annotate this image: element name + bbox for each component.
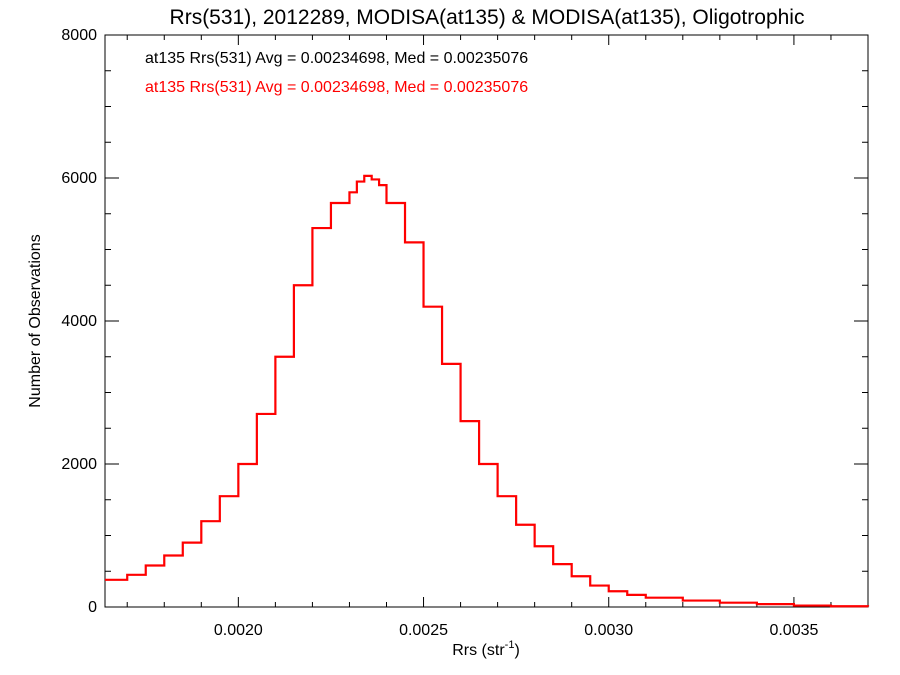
annotation-red: at135 Rrs(531) Avg = 0.00234698, Med = 0… [145, 79, 528, 96]
y-axis: 0 2000 4000 6000 8000 [61, 27, 868, 616]
annotation-black: at135 Rrs(531) Avg = 0.00234698, Med = 0… [145, 50, 528, 67]
x-tick-label: 0.0035 [769, 622, 818, 639]
y-tick-label: 6000 [61, 170, 97, 187]
x-axis: 0.0020 0.0025 0.0030 0.0035 [126, 35, 869, 639]
chart-title: Rrs(531), 2012289, MODISA(at135) & MODIS… [170, 6, 805, 29]
y-tick-label: 2000 [61, 456, 97, 473]
x-axis-label: Rrs (str-1) [452, 639, 520, 659]
x-tick-label: 0.0025 [399, 622, 448, 639]
y-tick-label: 4000 [61, 313, 97, 330]
histogram-line [105, 174, 870, 608]
y-tick-label: 8000 [61, 27, 97, 44]
x-axis-label-main: Rrs (str [452, 642, 505, 659]
x-axis-label-close: ) [514, 642, 519, 659]
y-axis-label: Number of Observations [27, 234, 44, 407]
x-tick-label: 0.0030 [584, 622, 633, 639]
x-tick-label: 0.0020 [214, 622, 263, 639]
x-axis-label-sup: -1 [505, 639, 515, 651]
y-tick-label: 0 [88, 599, 97, 616]
series-group [104, 174, 870, 608]
